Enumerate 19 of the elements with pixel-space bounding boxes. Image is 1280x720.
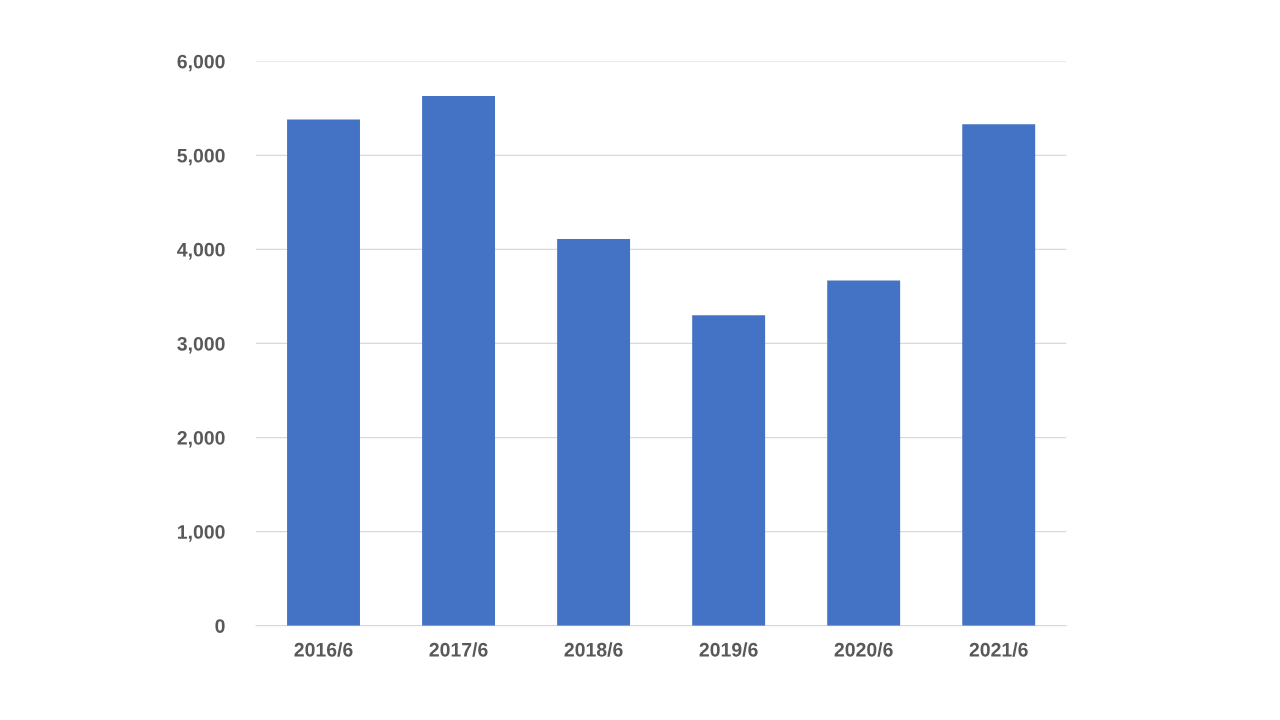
x-tick-label: 2018/6 (564, 642, 623, 657)
x-tick-label: 2016/6 (294, 642, 353, 657)
x-tick-label: 2019/6 (699, 642, 758, 657)
y-tick-label: 3,000 (177, 336, 225, 354)
x-tick-label: 2020/6 (834, 642, 893, 657)
y-tick-label: 2,000 (177, 430, 225, 448)
y-tick-label: 4,000 (177, 242, 225, 260)
bar (827, 280, 901, 626)
bar (287, 119, 360, 626)
y-tick-label: 0 (215, 619, 225, 633)
bar (962, 124, 1036, 626)
x-tick-label: 2021/6 (969, 642, 1028, 657)
x-tick-label: 2017/6 (429, 642, 488, 657)
y-tick-label: 1,000 (178, 525, 225, 542)
y-tick-label: 6,000 (177, 54, 225, 72)
y-tick-label: 5,000 (177, 148, 225, 166)
bar (422, 96, 496, 626)
bar (557, 239, 631, 626)
bar (692, 315, 766, 626)
